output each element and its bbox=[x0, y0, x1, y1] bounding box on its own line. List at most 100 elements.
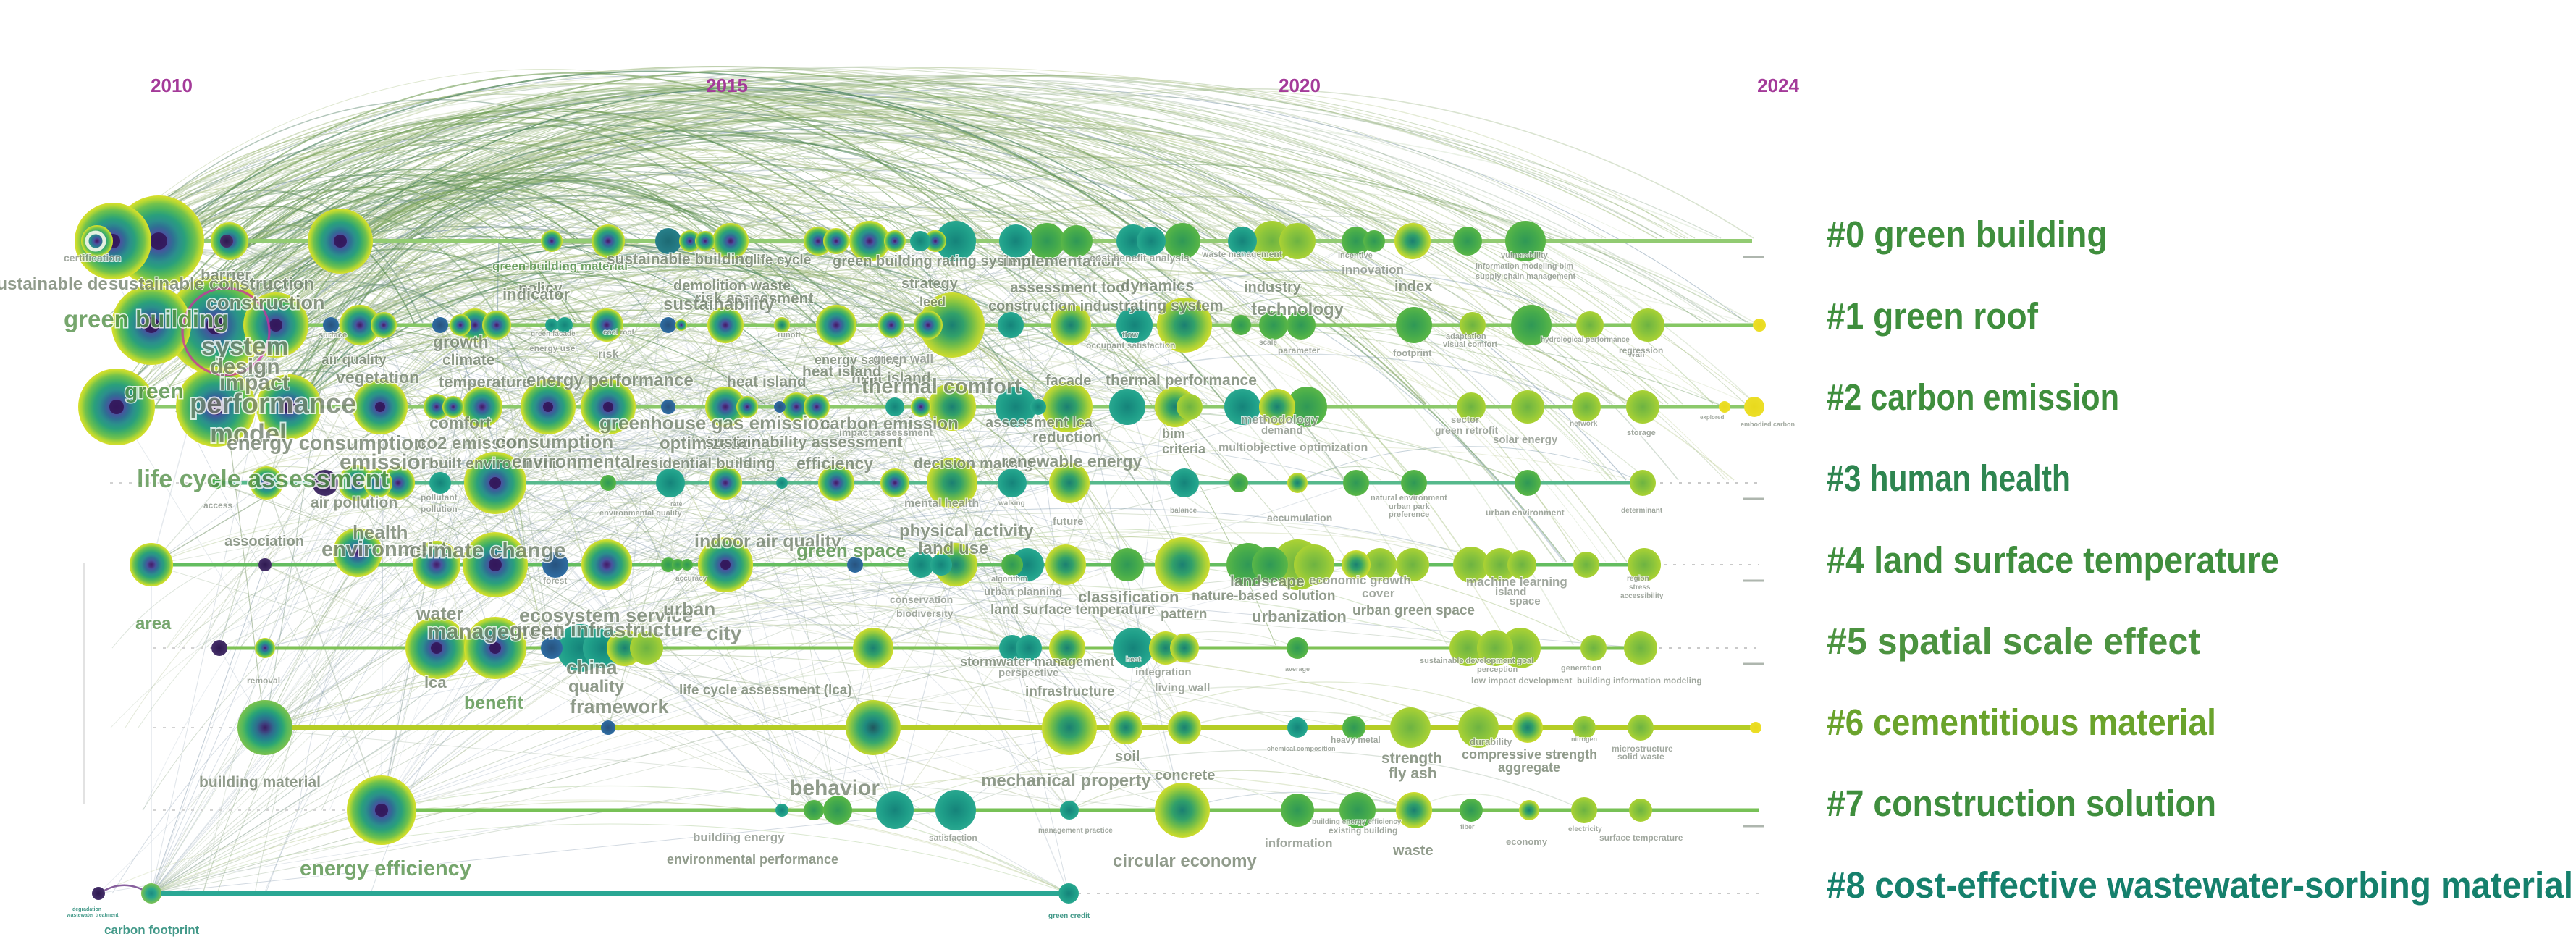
svg-text:2010: 2010 bbox=[151, 75, 193, 96]
svg-text:lca: lca bbox=[424, 673, 447, 691]
svg-text:index: index bbox=[1394, 279, 1432, 295]
svg-text:average: average bbox=[1285, 665, 1310, 673]
svg-text:health: health bbox=[353, 521, 408, 543]
svg-text:surface temperature: surface temperature bbox=[1599, 833, 1683, 843]
svg-text:information: information bbox=[1265, 836, 1333, 850]
svg-text:cover: cover bbox=[1362, 586, 1395, 600]
svg-text:climate change: climate change bbox=[409, 539, 566, 563]
svg-text:stormwater management: stormwater management bbox=[960, 655, 1114, 669]
svg-text:landscape: landscape bbox=[1230, 573, 1305, 590]
svg-text:area: area bbox=[135, 614, 172, 634]
svg-text:wall: wall bbox=[1628, 349, 1645, 359]
svg-text:pattern: pattern bbox=[1161, 607, 1207, 622]
svg-text:decision making: decision making bbox=[914, 455, 1033, 472]
svg-text:energy performance: energy performance bbox=[526, 371, 694, 390]
svg-text:wastewater treatment: wastewater treatment bbox=[66, 913, 119, 918]
svg-text:risk: risk bbox=[598, 348, 619, 361]
svg-text:strategy: strategy bbox=[901, 276, 959, 292]
svg-text:pollution: pollution bbox=[421, 504, 458, 514]
svg-text:removal: removal bbox=[247, 675, 280, 686]
svg-text:waste management: waste management bbox=[1201, 249, 1282, 259]
svg-text:energy use: energy use bbox=[529, 343, 576, 353]
svg-text:heat island: heat island bbox=[851, 370, 931, 387]
svg-text:integration: integration bbox=[1135, 666, 1192, 678]
svg-text:green facade: green facade bbox=[531, 330, 576, 338]
svg-text:accumulation: accumulation bbox=[1267, 512, 1332, 523]
svg-text:vegetation: vegetation bbox=[336, 368, 419, 387]
svg-text:sustainable construction: sustainable construction bbox=[109, 274, 314, 294]
svg-text:building material: building material bbox=[199, 774, 321, 791]
svg-text:life cycle: life cycle bbox=[753, 253, 811, 268]
svg-text:preference: preference bbox=[1389, 510, 1429, 519]
svg-text:implementation: implementation bbox=[1003, 252, 1121, 270]
svg-text:green wall: green wall bbox=[873, 352, 933, 366]
svg-text:#5 spatial scale effect: #5 spatial scale effect bbox=[1827, 620, 2200, 662]
svg-text:china: china bbox=[566, 657, 618, 678]
svg-text:indoor air quality: indoor air quality bbox=[694, 531, 841, 552]
svg-text:quality: quality bbox=[568, 677, 625, 696]
svg-text:strength: strength bbox=[1381, 750, 1442, 767]
svg-text:solar energy: solar energy bbox=[1493, 434, 1558, 446]
svg-text:fiber: fiber bbox=[1460, 823, 1475, 830]
svg-text:access: access bbox=[203, 500, 232, 510]
svg-text:electricity: electricity bbox=[1568, 825, 1602, 833]
svg-text:surface: surface bbox=[319, 331, 347, 340]
svg-text:climate: climate bbox=[442, 352, 494, 369]
svg-text:determinant: determinant bbox=[1621, 507, 1663, 515]
svg-text:scale: scale bbox=[1259, 339, 1277, 347]
svg-text:heat island: heat island bbox=[727, 374, 807, 390]
svg-text:green space: green space bbox=[796, 539, 906, 561]
svg-text:economy: economy bbox=[1506, 836, 1548, 847]
svg-text:footprint: footprint bbox=[1393, 348, 1432, 358]
svg-text:air pollution: air pollution bbox=[311, 494, 397, 511]
svg-text:benefit: benefit bbox=[464, 693, 524, 713]
svg-text:flow: flow bbox=[1122, 331, 1138, 340]
svg-text:certification: certification bbox=[64, 252, 121, 264]
svg-text:classification: classification bbox=[1078, 588, 1179, 606]
svg-text:region: region bbox=[1627, 575, 1649, 583]
svg-text:urbanization: urbanization bbox=[1252, 607, 1347, 626]
svg-text:indicator: indicator bbox=[502, 285, 570, 303]
svg-text:green retrofit: green retrofit bbox=[1435, 424, 1498, 436]
svg-text:biodiversity: biodiversity bbox=[896, 607, 954, 619]
svg-text:explored: explored bbox=[1700, 414, 1724, 421]
svg-text:rating system: rating system bbox=[1124, 298, 1224, 314]
svg-text:economic growth: economic growth bbox=[1309, 573, 1411, 587]
svg-text:rate: rate bbox=[670, 500, 683, 508]
svg-text:urban planning: urban planning bbox=[984, 586, 1062, 598]
svg-text:ecosystem service: ecosystem service bbox=[519, 605, 693, 626]
svg-text:durability: durability bbox=[1470, 736, 1512, 747]
svg-text:degradation: degradation bbox=[72, 907, 101, 912]
svg-text:environmental: environmental bbox=[512, 452, 636, 472]
svg-text:city: city bbox=[707, 622, 742, 644]
svg-text:cost benefit analysis: cost benefit analysis bbox=[1090, 252, 1190, 264]
svg-text:perspective: perspective bbox=[998, 667, 1058, 679]
svg-text:optimization: optimization bbox=[660, 434, 762, 453]
svg-text:environmental performance: environmental performance bbox=[667, 852, 838, 867]
svg-text:mechanical property: mechanical property bbox=[981, 771, 1151, 791]
svg-text:facade: facade bbox=[1045, 373, 1091, 389]
svg-text:temperature: temperature bbox=[439, 373, 531, 391]
svg-text:runoff: runoff bbox=[778, 331, 801, 340]
svg-text:demand: demand bbox=[1261, 424, 1303, 437]
svg-text:carbon footprint: carbon footprint bbox=[104, 923, 200, 937]
svg-text:assessment tool: assessment tool bbox=[1010, 279, 1129, 296]
svg-text:system: system bbox=[201, 332, 289, 361]
svg-text:urban: urban bbox=[663, 598, 715, 620]
svg-text:#2 carbon emission: #2 carbon emission bbox=[1827, 376, 2119, 418]
svg-text:stress: stress bbox=[1629, 584, 1651, 592]
svg-text:urban environment: urban environment bbox=[1486, 508, 1565, 518]
svg-text:#0 green building: #0 green building bbox=[1827, 214, 2108, 255]
svg-text:building energy: building energy bbox=[693, 830, 785, 844]
svg-text:perception: perception bbox=[1477, 665, 1518, 674]
svg-text:fly ash: fly ash bbox=[1389, 765, 1437, 782]
svg-text:sector: sector bbox=[1451, 414, 1479, 425]
svg-text:emission: emission bbox=[340, 450, 434, 474]
svg-text:#4 land surface temperature: #4 land surface temperature bbox=[1827, 539, 2279, 581]
svg-text:comfort: comfort bbox=[429, 413, 492, 432]
svg-text:machine learning: machine learning bbox=[1466, 575, 1567, 589]
svg-text:behavior: behavior bbox=[789, 776, 880, 800]
svg-text:land surface temperature: land surface temperature bbox=[990, 602, 1155, 618]
svg-text:#3 human health: #3 human health bbox=[1827, 458, 2071, 499]
svg-text:generation: generation bbox=[1561, 664, 1602, 673]
